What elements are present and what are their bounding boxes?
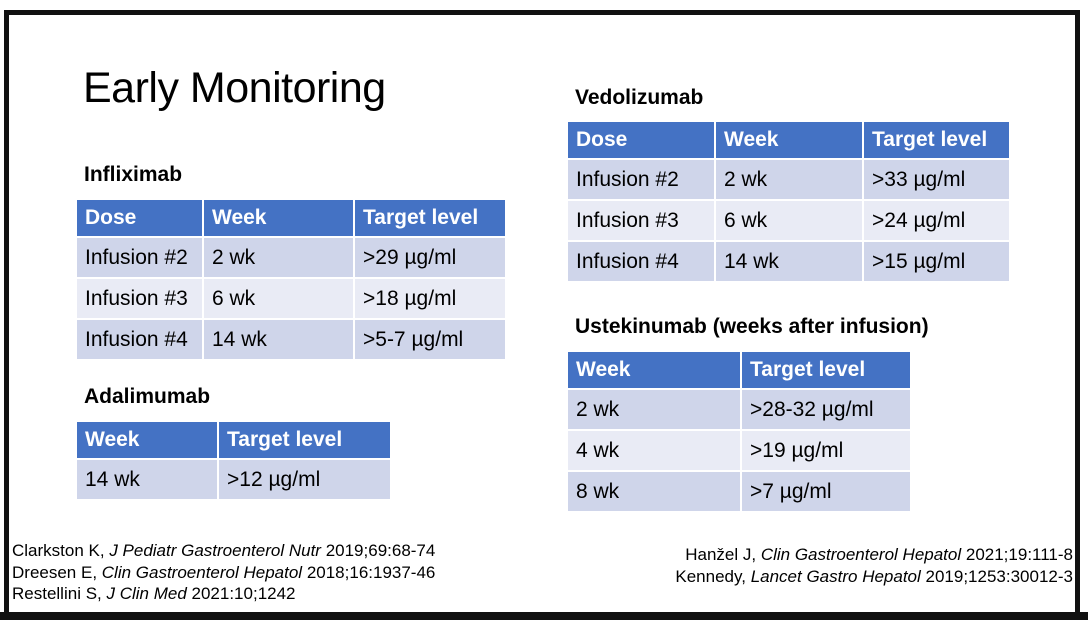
vedolizumab-label: Vedolizumab [575,86,704,109]
adalimumab-label: Adalimumab [84,385,211,408]
citation-ref: 2018;16:1937-46 [302,562,436,582]
column-header: Target level [217,420,392,460]
slide-border-frame [4,10,1080,612]
table-cell: >5-7 µg/ml [353,318,507,361]
table-cell: >29 µg/ml [353,236,507,279]
citation-journal: J Clin Med [106,584,187,603]
citation-journal: Clin Gastroenterol Hepatol [101,562,303,582]
citation-author: Dreesen E, [12,562,102,582]
table-row: Infusion #3 6 wk >24 µg/ml [566,199,1011,242]
table-row: Infusion #4 14 wk >15 µg/ml [566,240,1011,283]
column-header: Week [202,198,355,238]
ustekinumab-label: Ustekinumab (weeks after infusion) [575,315,929,338]
table-cell: >24 µg/ml [862,199,1011,242]
table-cell: >12 µg/ml [217,458,392,501]
citation-author: Kennedy, [675,566,751,586]
citations-right: Hanžel J, Clin Gastroenterol Hepatol 202… [675,544,1073,587]
citation-author: Clarkston K, [12,541,110,560]
citation-line: Hanžel J, Clin Gastroenterol Hepatol 202… [675,544,1073,566]
citation-author: Hanžel J, [685,545,761,564]
table-header-row: Dose Week Target level [566,120,1011,160]
table-row: Infusion #3 6 wk >18 µg/ml [75,277,507,320]
citation-ref: 2019;69:68-74 [320,541,436,560]
table-cell: Infusion #3 [75,277,204,320]
table-cell: 14 wk [75,458,219,501]
citation-ref: 2019;1253:30012-3 [920,566,1073,586]
table-row: Infusion #4 14 wk >5-7 µg/ml [75,318,507,361]
table-cell: 2 wk [202,236,355,279]
table-cell: Infusion #3 [566,199,716,242]
table-cell: Infusion #4 [566,240,716,283]
infliximab-table: Dose Week Target level Infusion #2 2 wk … [75,198,507,361]
column-header: Target level [740,350,912,390]
table-cell: 6 wk [202,277,355,320]
table-cell: 6 wk [714,199,864,242]
table-cell: >19 µg/ml [740,429,912,472]
citation-line: Clarkston K, J Pediatr Gastroenterol Nut… [12,540,435,562]
slide-bottom-bar [0,612,1088,620]
citation-author: Restellini S, [12,584,107,603]
page-title: Early Monitoring [83,64,386,112]
citation-line: Dreesen E, Clin Gastroenterol Hepatol 20… [12,562,435,584]
column-header: Week [75,420,219,460]
column-header: Target level [353,198,507,238]
table-cell: 14 wk [714,240,864,283]
table-row: 14 wk >12 µg/ml [75,458,392,501]
table-cell: Infusion #2 [566,158,716,201]
table-row: 8 wk >7 µg/ml [566,470,912,513]
table-row: Infusion #2 2 wk >29 µg/ml [75,236,507,279]
citation-ref: 2021;19:111-8 [961,545,1073,564]
table-row: Infusion #2 2 wk >33 µg/ml [566,158,1011,201]
adalimumab-table: Week Target level 14 wk >12 µg/ml [75,420,392,501]
table-cell: >15 µg/ml [862,240,1011,283]
table-header-row: Dose Week Target level [75,198,507,238]
table-cell: >33 µg/ml [862,158,1011,201]
table-cell: >7 µg/ml [740,470,912,513]
column-header: Week [714,120,864,160]
column-header: Dose [75,198,204,238]
citation-journal: J Pediatr Gastroenterol Nutr [109,541,321,560]
column-header: Target level [862,120,1011,160]
citation-line: Kennedy, Lancet Gastro Hepatol 2019;1253… [675,566,1073,588]
table-cell: 8 wk [566,470,742,513]
table-cell: Infusion #2 [75,236,204,279]
table-cell: >18 µg/ml [353,277,507,320]
ustekinumab-table: Week Target level 2 wk >28-32 µg/ml 4 wk… [566,350,912,513]
table-cell: 2 wk [566,388,742,431]
table-cell: 4 wk [566,429,742,472]
citation-line: Restellini S, J Clin Med 2021:10;1242 [12,583,435,605]
table-cell: >28-32 µg/ml [740,388,912,431]
table-row: 2 wk >28-32 µg/ml [566,388,912,431]
citation-journal: Clin Gastroenterol Hepatol [760,545,962,564]
citations-left: Clarkston K, J Pediatr Gastroenterol Nut… [12,540,435,605]
vedolizumab-table: Dose Week Target level Infusion #2 2 wk … [566,120,1011,283]
table-header-row: Week Target level [75,420,392,460]
citation-ref: 2021:10;1242 [186,584,296,603]
column-header: Dose [566,120,716,160]
column-header: Week [566,350,742,390]
table-header-row: Week Target level [566,350,912,390]
table-cell: 2 wk [714,158,864,201]
table-row: 4 wk >19 µg/ml [566,429,912,472]
infliximab-label: Infliximab [84,163,183,186]
table-cell: Infusion #4 [75,318,204,361]
citation-journal: Lancet Gastro Hepatol [750,566,921,586]
table-cell: 14 wk [202,318,355,361]
